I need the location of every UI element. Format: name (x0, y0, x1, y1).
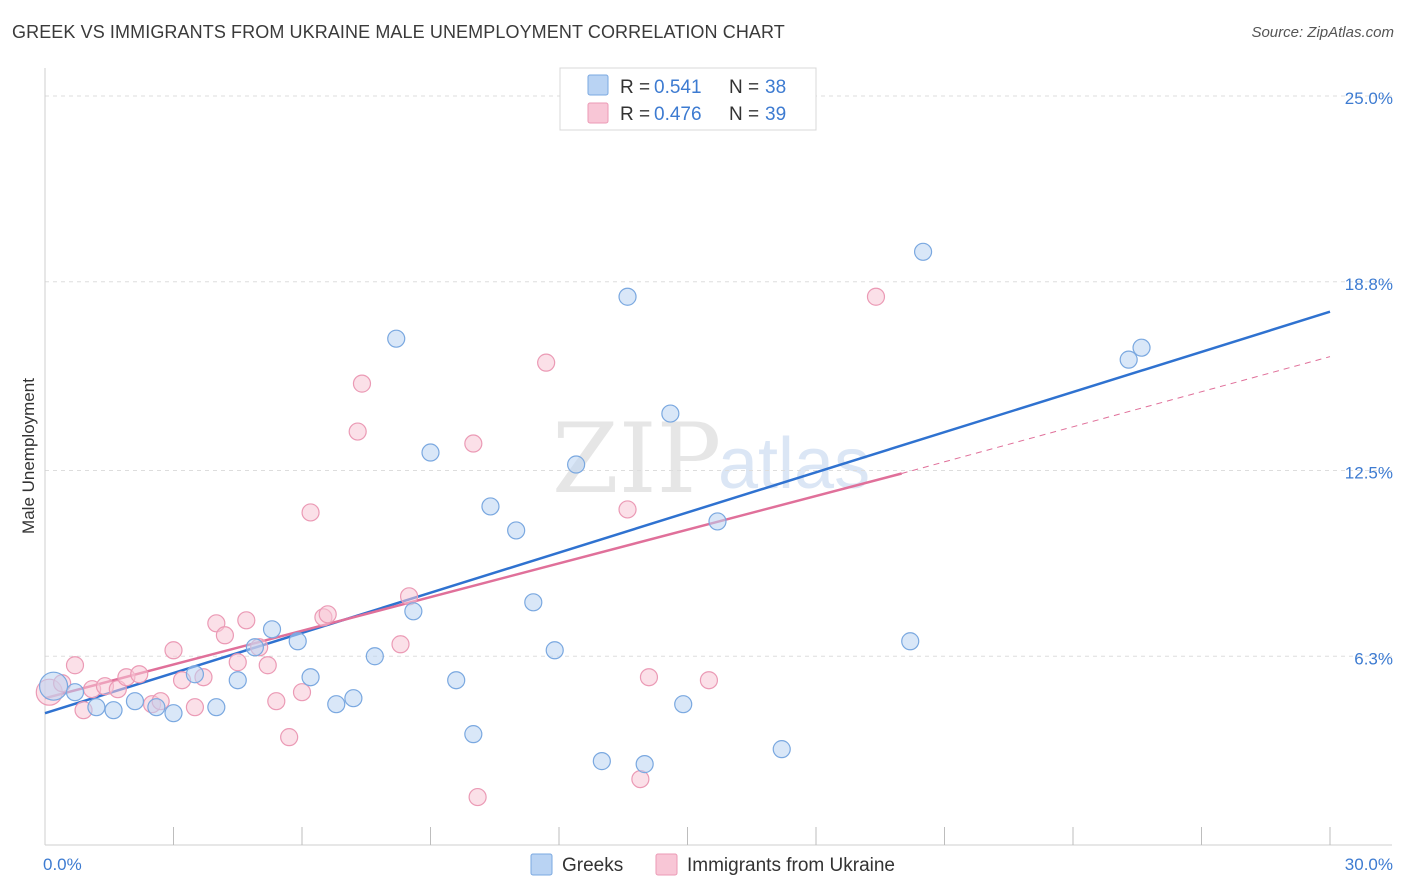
greeks-point (38, 671, 69, 701)
greeks-point (635, 755, 654, 774)
ukraine-point (65, 656, 85, 675)
legend-n-label-2: N = (729, 104, 759, 125)
ukraine-point (866, 287, 886, 306)
greeks-point (421, 443, 440, 462)
chart-title: GREEK VS IMMIGRANTS FROM UKRAINE MALE UN… (12, 22, 785, 42)
legend-n-value-2: 39 (765, 104, 786, 125)
ukraine-point (399, 587, 419, 606)
ukraine-point (130, 665, 149, 684)
ukraine-point (468, 787, 487, 807)
gridlines (45, 95, 1392, 657)
ukraine-point (348, 422, 367, 441)
greeks-trendline (44, 310, 1331, 715)
bottom-legend-swatch-ukraine (655, 853, 678, 876)
greeks-point (481, 497, 500, 516)
ukraine-trendline-extension (901, 356, 1331, 474)
ukraine-point (237, 611, 256, 630)
ukraine-points (35, 287, 886, 807)
greeks-point (245, 638, 264, 657)
legend-swatch-ukraine (587, 102, 609, 124)
greeks-point (207, 698, 226, 717)
greeks-point (1132, 338, 1151, 357)
greeks-point (288, 632, 307, 651)
legend-n-value-1: 38 (765, 77, 786, 98)
ukraine-point (699, 671, 719, 690)
ukraine-point (258, 656, 277, 675)
source-credit: Source: ZipAtlas.com (1251, 24, 1394, 41)
ukraine-point (631, 769, 650, 789)
greeks-point (344, 689, 363, 708)
series-legend: Greeks Immigrants from Ukraine (530, 853, 895, 876)
ukraine-point (318, 605, 337, 624)
legend-r-value-2: 0.476 (654, 104, 702, 125)
x-tick-label: 0.0% (43, 855, 82, 874)
greeks-point (147, 698, 166, 717)
greeks-point (327, 695, 346, 714)
bottom-legend-swatch-greeks (530, 853, 553, 876)
greeks-point (301, 668, 320, 687)
greeks-point (674, 695, 693, 714)
greeks-point (365, 647, 384, 666)
greeks-point (772, 740, 791, 759)
ukraine-point (352, 374, 372, 393)
greeks-point (387, 329, 406, 348)
legend-r-value-1: 0.541 (654, 77, 702, 98)
greeks-point (228, 671, 247, 690)
ukraine-point (185, 698, 205, 717)
ukraine-point (391, 635, 410, 654)
greeks-point (901, 632, 920, 651)
legend-r-label-1: R = (620, 77, 650, 98)
ukraine-point (301, 503, 320, 522)
greeks-point (545, 641, 564, 660)
greeks-point (262, 620, 282, 639)
legend-n-label-1: N = (729, 77, 759, 98)
watermark-atlas: atlas (718, 424, 870, 504)
greeks-point (104, 701, 123, 720)
axes (44, 68, 1392, 846)
greeks-point (913, 242, 933, 261)
x-tick-label: 30.0% (1345, 855, 1393, 874)
ukraine-point (292, 683, 312, 702)
greeks-point (164, 704, 183, 723)
greeks-point (65, 683, 85, 702)
greeks-point (708, 512, 727, 531)
bottom-legend-greeks: Greeks (562, 855, 623, 876)
y-tick-label: 25.0% (1345, 89, 1393, 108)
tick-labels: 6.3% 12.5% 18.8% 25.0% 0.0% 30.0% (43, 89, 1393, 874)
greeks-point (464, 725, 483, 744)
greeks-point (661, 404, 680, 423)
greeks-point (592, 752, 611, 771)
greeks-point (404, 602, 423, 621)
ukraine-point (464, 434, 483, 453)
ukraine-trendline (44, 472, 902, 700)
greeks-point (87, 698, 106, 717)
trendlines (44, 310, 1331, 715)
ukraine-point (537, 353, 556, 372)
greeks-point (447, 671, 466, 690)
correlation-legend: R = 0.541 N = 38 R = 0.476 N = 39 (559, 67, 817, 131)
ukraine-point (267, 692, 286, 711)
greeks-points (38, 242, 1151, 774)
greeks-point (1119, 350, 1138, 369)
ukraine-point (618, 500, 637, 519)
bottom-legend-ukraine: Immigrants from Ukraine (687, 855, 895, 876)
ukraine-point (280, 728, 299, 747)
legend-r-label-2: R = (620, 104, 650, 125)
ukraine-point (164, 641, 183, 660)
y-tick-label: 12.5% (1345, 464, 1393, 483)
y-tick-label: 18.8% (1345, 275, 1393, 294)
ukraine-point (228, 653, 247, 672)
greeks-point (567, 455, 586, 474)
greeks-point (618, 287, 637, 306)
ukraine-point (639, 668, 659, 687)
greeks-point (185, 665, 205, 684)
greeks-point (524, 593, 543, 612)
y-tick-label: 6.3% (1354, 649, 1393, 668)
greeks-point (507, 521, 526, 540)
y-axis-title: Male Unemployment (19, 378, 38, 534)
ukraine-point (215, 626, 234, 645)
greeks-point (125, 692, 145, 711)
legend-swatch-greeks (587, 74, 609, 96)
